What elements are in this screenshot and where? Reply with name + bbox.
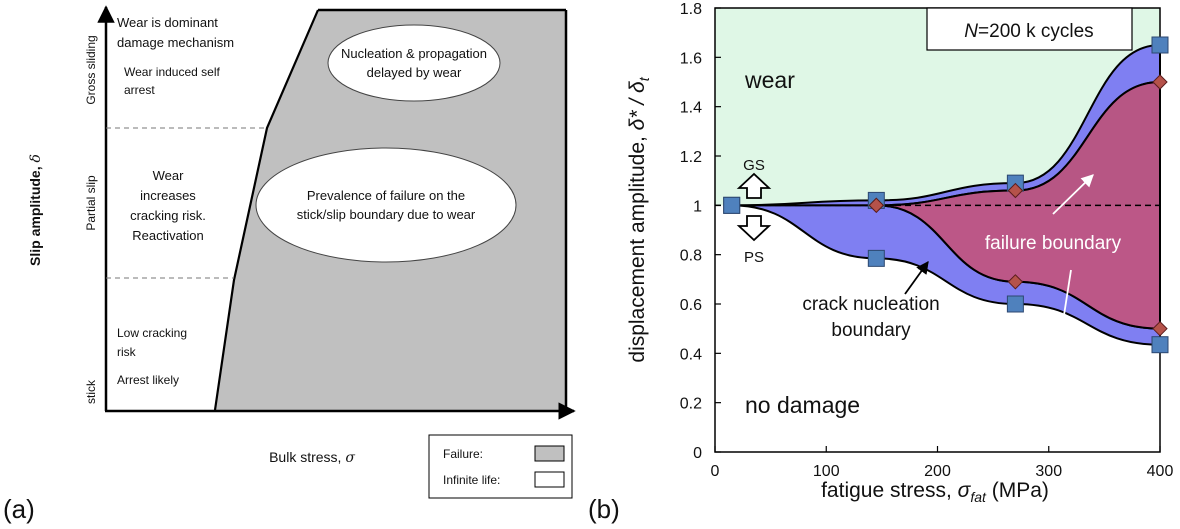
label-wear: wear [744, 67, 795, 93]
y-axis-label-a: Slip amplitude, δ [27, 154, 44, 266]
regime-stick: stick [84, 379, 98, 404]
text-low-cracking: Low cracking [117, 326, 187, 340]
ellipse-prevalence [255, 147, 517, 263]
panel-a: Gross sliding Partial slip stick Slip am… [3, 5, 576, 524]
x-tick-label: 100 [813, 463, 840, 480]
y-tick-label: 1.8 [680, 1, 702, 18]
y-tick-label: 0.2 [680, 396, 702, 413]
markers-b [723, 36, 1169, 354]
legend-failure-swatch [534, 445, 565, 462]
data-point-square [723, 196, 741, 214]
arrow-failure-up [1052, 174, 1094, 215]
fatigue-limit-curve [213, 9, 320, 411]
y-tick-label: 1.2 [680, 149, 702, 166]
label-ps: PS [744, 249, 764, 266]
text-cracking-risk: cracking risk. [130, 208, 206, 223]
legend-infinite-label: Infinite life: [443, 473, 500, 487]
gs-arrow-group: GS [736, 157, 772, 199]
arrow-crack [904, 260, 929, 295]
ellipse-top-line1: Nucleation & propagation [341, 46, 487, 61]
annotation-crack-line1: crack nucleation [802, 294, 939, 315]
ellipse-top-line2: delayed by wear [367, 65, 462, 80]
legend-a: Failure: Infinite life: [428, 434, 573, 499]
y-axis-label-b: displacement amplitude, δ* / δt [626, 76, 652, 362]
x-axis-label-b: fatigue stress, σfat (MPa) [821, 479, 1049, 505]
label-no-damage: no damage [745, 392, 860, 418]
data-point-diamond [868, 197, 885, 214]
text-increases: increases [140, 188, 196, 203]
text-arrest: arrest [124, 83, 155, 97]
x-tick-label: 300 [1035, 463, 1062, 480]
panel-b: 0 0.2 0.4 0.6 0.8 1 1.2 1.4 1.6 1.8 0 100 200 300 400… [588, 1, 1173, 524]
label-gs: GS [743, 157, 765, 174]
wear-region [715, 8, 1160, 206]
gs-up-arrow-icon [736, 172, 772, 199]
y-tick-label: 1 [693, 198, 702, 215]
x-axis-label-a: Bulk stress, σ [269, 449, 355, 466]
ellipse-nucleation [327, 24, 501, 102]
title-box-text: N=200 k cycles [964, 21, 1093, 42]
ps-arrow-group: PS [736, 215, 772, 266]
data-point-square [867, 249, 885, 267]
ellipse-mid-line2: stick/slip boundary due to wear [297, 207, 476, 222]
ps-down-arrow-icon [736, 215, 772, 242]
data-point-diamond [1007, 274, 1024, 290]
regime-partial-slip: Partial slip [84, 175, 98, 231]
text-risk: risk [117, 345, 137, 359]
arrow-failure-down [1057, 269, 1072, 330]
x-tick-label: 400 [1147, 463, 1174, 480]
x-tick-label: 200 [924, 463, 951, 480]
annotation-crack-line2: boundary [831, 320, 911, 341]
y-tick-label: 1.4 [680, 100, 702, 117]
x-tick-label: 0 [711, 463, 720, 480]
regime-gross-sliding: Gross sliding [84, 35, 98, 104]
data-point-diamond [1152, 74, 1168, 90]
legend-infinite-swatch [534, 471, 565, 488]
annotation-failure-boundary: failure boundary [985, 233, 1122, 254]
ellipse-mid-line1: Prevalence of failure on the [307, 188, 465, 203]
data-point-square [1006, 295, 1024, 313]
text-damage-mechanism: damage mechanism [117, 35, 234, 50]
data-point-square [1151, 336, 1169, 354]
legend-failure-label: Failure: [443, 447, 483, 461]
text-wear: Wear [153, 168, 184, 183]
y-tick-label: 0.4 [680, 346, 702, 363]
panel-a-label: (a) [3, 494, 35, 524]
text-wear-induced: Wear induced self [124, 65, 220, 79]
x-ticks-b: 0 100 200 300 400 [711, 446, 1174, 480]
text-reactivation: Reactivation [132, 228, 204, 243]
y-tick-label: 0.6 [680, 297, 702, 314]
y-ticks-b: 0 0.2 0.4 0.6 0.8 1 1.2 1.4 1.6 1.8 [680, 1, 721, 462]
y-tick-label: 1.6 [680, 50, 702, 67]
data-point-diamond [1007, 182, 1024, 199]
panel-b-label: (b) [588, 494, 620, 524]
data-point-diamond [1152, 320, 1168, 337]
text-wear-dominant: Wear is dominant [117, 15, 218, 30]
y-tick-label: 0.8 [680, 248, 702, 265]
text-arrest-likely: Arrest likely [117, 373, 179, 387]
data-point-square [1151, 36, 1169, 54]
title-box [926, 7, 1133, 51]
y-tick-label: 0 [693, 445, 702, 462]
